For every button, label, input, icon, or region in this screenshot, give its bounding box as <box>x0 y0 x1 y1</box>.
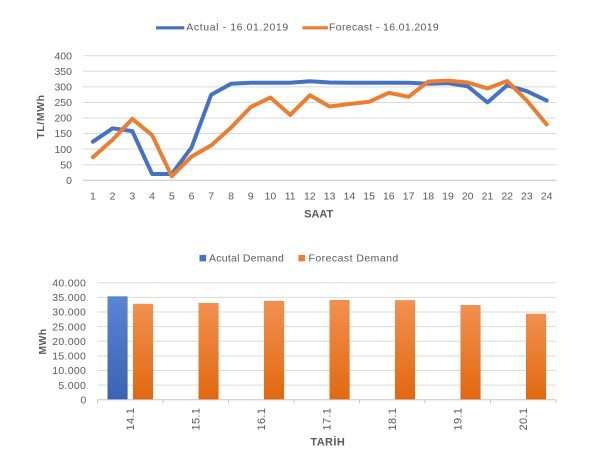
svg-text:Forecast - 16.01.2019: Forecast - 16.01.2019 <box>329 22 439 34</box>
svg-text:15.1: 15.1 <box>190 408 202 431</box>
svg-text:5.000: 5.000 <box>58 380 86 392</box>
svg-text:14.1: 14.1 <box>125 408 137 431</box>
svg-text:Forecast Demand: Forecast Demand <box>309 253 399 265</box>
svg-text:7: 7 <box>208 190 214 202</box>
svg-text:TL/MWh: TL/MWh <box>35 94 47 138</box>
svg-text:TARİH: TARİH <box>310 435 345 448</box>
svg-text:16: 16 <box>383 190 395 202</box>
svg-text:9: 9 <box>248 190 254 202</box>
svg-text:17.1: 17.1 <box>321 408 333 431</box>
svg-text:250: 250 <box>54 97 72 109</box>
svg-text:Actual - 16.01.2019: Actual - 16.01.2019 <box>186 22 288 34</box>
svg-text:10: 10 <box>265 190 277 202</box>
svg-text:17: 17 <box>403 190 415 202</box>
svg-text:21: 21 <box>482 190 494 202</box>
svg-text:35.000: 35.000 <box>52 292 86 304</box>
svg-text:200: 200 <box>54 113 72 125</box>
svg-text:100: 100 <box>54 144 72 156</box>
svg-text:13: 13 <box>324 190 336 202</box>
svg-text:300: 300 <box>54 82 72 94</box>
svg-text:20.000: 20.000 <box>52 336 86 348</box>
svg-text:18: 18 <box>422 190 434 202</box>
svg-text:2: 2 <box>110 190 116 202</box>
svg-text:20: 20 <box>462 190 474 202</box>
svg-text:24: 24 <box>541 190 553 202</box>
svg-text:22: 22 <box>501 190 513 202</box>
svg-text:20.1: 20.1 <box>518 408 530 431</box>
svg-text:0: 0 <box>66 175 72 187</box>
svg-text:0: 0 <box>80 394 86 406</box>
svg-text:350: 350 <box>54 66 72 78</box>
svg-text:15.000: 15.000 <box>52 351 86 363</box>
svg-text:19: 19 <box>442 190 454 202</box>
svg-text:18.1: 18.1 <box>387 408 399 431</box>
svg-text:25.000: 25.000 <box>52 321 86 333</box>
svg-text:30.000: 30.000 <box>52 307 86 319</box>
svg-text:150: 150 <box>54 128 72 140</box>
svg-text:16.1: 16.1 <box>256 408 268 431</box>
svg-text:15: 15 <box>363 190 375 202</box>
svg-text:50: 50 <box>60 159 72 171</box>
svg-text:14: 14 <box>344 190 356 202</box>
svg-text:40.000: 40.000 <box>52 278 86 290</box>
svg-text:MWh: MWh <box>37 328 49 354</box>
svg-text:SAAT: SAAT <box>304 209 333 221</box>
svg-text:Acutal Demand: Acutal Demand <box>209 253 284 265</box>
svg-text:400: 400 <box>54 50 72 62</box>
svg-text:23: 23 <box>521 190 533 202</box>
svg-text:11: 11 <box>285 190 296 202</box>
svg-text:8: 8 <box>228 190 234 202</box>
svg-text:19.1: 19.1 <box>452 408 464 431</box>
svg-text:6: 6 <box>189 190 195 202</box>
svg-text:5: 5 <box>169 190 175 202</box>
svg-text:3: 3 <box>129 190 135 202</box>
svg-text:1: 1 <box>90 190 96 202</box>
svg-text:4: 4 <box>149 190 155 202</box>
svg-text:10.000: 10.000 <box>52 365 86 377</box>
svg-text:12: 12 <box>304 190 316 202</box>
